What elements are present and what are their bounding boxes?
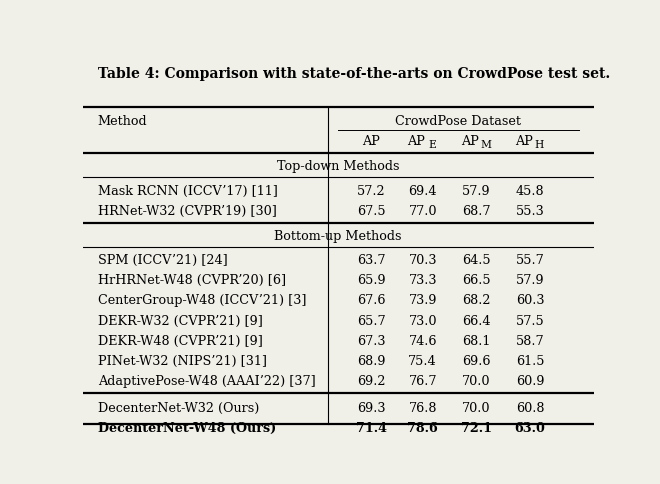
Text: Method: Method — [98, 115, 147, 128]
Text: 57.9: 57.9 — [462, 185, 490, 198]
Text: Top-down Methods: Top-down Methods — [277, 160, 399, 173]
Text: AP: AP — [461, 135, 479, 148]
Text: 68.7: 68.7 — [462, 205, 490, 218]
Text: 67.3: 67.3 — [357, 335, 385, 348]
Text: 55.7: 55.7 — [515, 254, 544, 267]
Text: H: H — [535, 140, 544, 151]
Text: 76.8: 76.8 — [409, 402, 437, 415]
Text: 73.9: 73.9 — [409, 294, 437, 307]
Text: 60.3: 60.3 — [516, 294, 544, 307]
Text: 66.5: 66.5 — [462, 274, 490, 287]
Text: 67.5: 67.5 — [357, 205, 386, 218]
Text: 71.4: 71.4 — [356, 422, 387, 435]
Text: 60.8: 60.8 — [516, 402, 544, 415]
Text: 60.9: 60.9 — [516, 375, 544, 388]
Text: 66.4: 66.4 — [462, 315, 490, 328]
Text: PINet-W32 (NIPS’21) [31]: PINet-W32 (NIPS’21) [31] — [98, 355, 267, 368]
Text: HRNet-W32 (CVPR’19) [30]: HRNet-W32 (CVPR’19) [30] — [98, 205, 277, 218]
Text: 68.2: 68.2 — [462, 294, 490, 307]
Text: 65.7: 65.7 — [357, 315, 386, 328]
Text: 74.6: 74.6 — [409, 335, 437, 348]
Text: 57.2: 57.2 — [357, 185, 386, 198]
Text: 70.0: 70.0 — [462, 402, 490, 415]
Text: DEKR-W32 (CVPR’21) [9]: DEKR-W32 (CVPR’21) [9] — [98, 315, 263, 328]
Text: SPM (ICCV’21) [24]: SPM (ICCV’21) [24] — [98, 254, 228, 267]
Text: 68.9: 68.9 — [357, 355, 385, 368]
Text: Table 4: Comparison with state-of-the-arts on CrowdPose test set.: Table 4: Comparison with state-of-the-ar… — [98, 67, 610, 81]
Text: 57.5: 57.5 — [515, 315, 544, 328]
Text: DecenterNet-W32 (Ours): DecenterNet-W32 (Ours) — [98, 402, 259, 415]
Text: 64.5: 64.5 — [462, 254, 490, 267]
Text: 61.5: 61.5 — [516, 355, 544, 368]
Text: 72.1: 72.1 — [461, 422, 492, 435]
Text: AP: AP — [515, 135, 533, 148]
Text: Mask RCNN (ICCV’17) [11]: Mask RCNN (ICCV’17) [11] — [98, 185, 278, 198]
Text: 68.1: 68.1 — [462, 335, 490, 348]
Text: 70.0: 70.0 — [462, 375, 490, 388]
Text: 69.3: 69.3 — [357, 402, 385, 415]
Text: 75.4: 75.4 — [409, 355, 437, 368]
Text: Bottom-up Methods: Bottom-up Methods — [275, 229, 402, 242]
Text: 73.3: 73.3 — [409, 274, 437, 287]
Text: 78.6: 78.6 — [407, 422, 438, 435]
Text: 45.8: 45.8 — [515, 185, 544, 198]
Text: 63.7: 63.7 — [357, 254, 385, 267]
Text: 63.0: 63.0 — [515, 422, 546, 435]
Text: 69.6: 69.6 — [462, 355, 490, 368]
Text: 77.0: 77.0 — [409, 205, 437, 218]
Text: HrHRNet-W48 (CVPR’20) [6]: HrHRNet-W48 (CVPR’20) [6] — [98, 274, 286, 287]
Text: 67.6: 67.6 — [357, 294, 385, 307]
Text: 65.9: 65.9 — [357, 274, 386, 287]
Text: AP: AP — [408, 135, 426, 148]
Text: 69.4: 69.4 — [409, 185, 437, 198]
Text: 69.2: 69.2 — [357, 375, 385, 388]
Text: M: M — [480, 140, 491, 151]
Text: 76.7: 76.7 — [409, 375, 437, 388]
Text: 55.3: 55.3 — [515, 205, 544, 218]
Text: CenterGroup-W48 (ICCV’21) [3]: CenterGroup-W48 (ICCV’21) [3] — [98, 294, 306, 307]
Text: 58.7: 58.7 — [515, 335, 544, 348]
Text: 73.0: 73.0 — [409, 315, 437, 328]
Text: DecenterNet-W48 (Ours): DecenterNet-W48 (Ours) — [98, 422, 276, 435]
Text: DEKR-W48 (CVPR’21) [9]: DEKR-W48 (CVPR’21) [9] — [98, 335, 263, 348]
Text: 57.9: 57.9 — [515, 274, 544, 287]
Text: E: E — [428, 140, 436, 151]
Text: AP: AP — [362, 135, 380, 148]
Text: CrowdPose Dataset: CrowdPose Dataset — [395, 115, 521, 128]
Text: AdaptivePose-W48 (AAAI’22) [37]: AdaptivePose-W48 (AAAI’22) [37] — [98, 375, 315, 388]
Text: 70.3: 70.3 — [409, 254, 437, 267]
